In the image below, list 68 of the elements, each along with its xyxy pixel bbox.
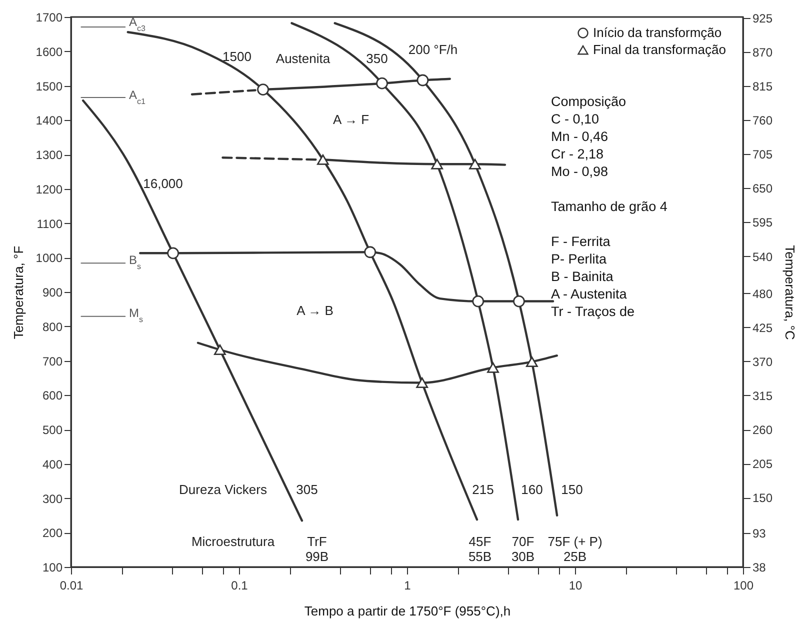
annotation: Tamanho de grão 4 [551,199,668,214]
annotation: 200 °F/h [408,42,458,57]
y-tick-label: 1200 [36,182,63,196]
annotation: 150 [561,482,583,497]
y-tick-label: 1600 [36,44,63,59]
annotation: 16,000 [143,176,183,191]
annotation: A → F [332,112,370,127]
y-tick-label: 800 [42,320,63,334]
y-tick-label: 900 [42,286,63,300]
y2-axis-title: Temperatura, °C [782,245,798,340]
annotation: 1500 [222,49,252,64]
y2-tick-label: 540 [752,250,773,264]
y2-tick-label: 150 [752,491,773,506]
y-tick-label: 1400 [36,114,63,128]
y-tick-label: 100 [42,560,63,574]
annotation: TrF 99B [305,534,329,564]
y2-tick-label: 595 [752,216,773,230]
y2-tick-label: 93 [752,526,766,540]
y-tick-label: 500 [42,423,63,437]
y-tick-label: 600 [42,388,63,403]
annotation: 215 [472,482,494,497]
annotation: A → B [296,303,334,318]
y2-tick-label: 815 [752,80,773,94]
y-tick-label: 1100 [36,216,63,231]
y-tick-label: 1500 [36,79,63,94]
annotation: Microestrutura [191,534,276,549]
annotation: 45F 55B [468,534,492,564]
y-tick-label: 1300 [36,148,63,162]
annotation: 75F (+ P) 25B [548,534,602,564]
x-axis-title: Tempo a partir de 1750°F (955°C),h [304,604,511,618]
x-tick-label: 100 [733,578,754,592]
annotation: F - Ferrita P- Perlita B - Bainita A - Austenita Tr - Traços de [551,234,635,319]
annotation: M$_{s}$ [129,306,143,324]
y-tick-label: 200 [42,526,63,540]
y2-tick-label: 260 [752,423,773,438]
y-tick-label: 400 [42,457,63,472]
y2-tick-label: 760 [752,114,773,128]
annotation: A$_{c1}$ [129,88,146,106]
annotation: 305 [296,482,318,497]
y2-tick-label: 925 [752,12,773,26]
x-tick-label: 1 [404,578,412,592]
y2-tick-label: 370 [752,354,773,369]
y2-tick-label: 38 [752,560,766,574]
y2-tick-label: 425 [752,320,773,335]
y-tick-label: 1000 [36,251,63,266]
annotation: Composição C - 0,10 Mn - 0,46 Cr - 2,18 Mo - 0,98 [551,94,626,179]
y-tick-label: 700 [42,354,63,368]
annotation: Dureza Vickers [179,482,268,497]
y-tick-label: 1700 [36,10,63,24]
annotation: B$_{s}$ [129,253,142,270]
x-tick-label: 0.01 [60,578,84,592]
y2-tick-label: 650 [752,182,773,196]
annotation: A$_{c3}$ [129,15,146,32]
y-tick-label: 300 [42,492,63,506]
x-tick-label: 0.1 [231,578,248,592]
y2-tick-label: 870 [752,46,773,60]
y2-tick-label: 480 [752,286,773,301]
annotation: 160 [521,482,543,497]
y-axis-title: Temperatura, °F [10,246,26,340]
annotation: 350 [366,51,388,66]
legend-label: Início da transformção [593,25,722,40]
y2-tick-label: 705 [752,148,773,162]
annotation: 70F 30B [511,534,535,564]
y2-tick-label: 315 [752,388,773,403]
annotation: Austenita [276,51,331,66]
legend-label: Final da transformação [593,42,726,57]
y2-tick-label: 205 [752,457,773,472]
x-tick-label: 10 [568,578,582,592]
